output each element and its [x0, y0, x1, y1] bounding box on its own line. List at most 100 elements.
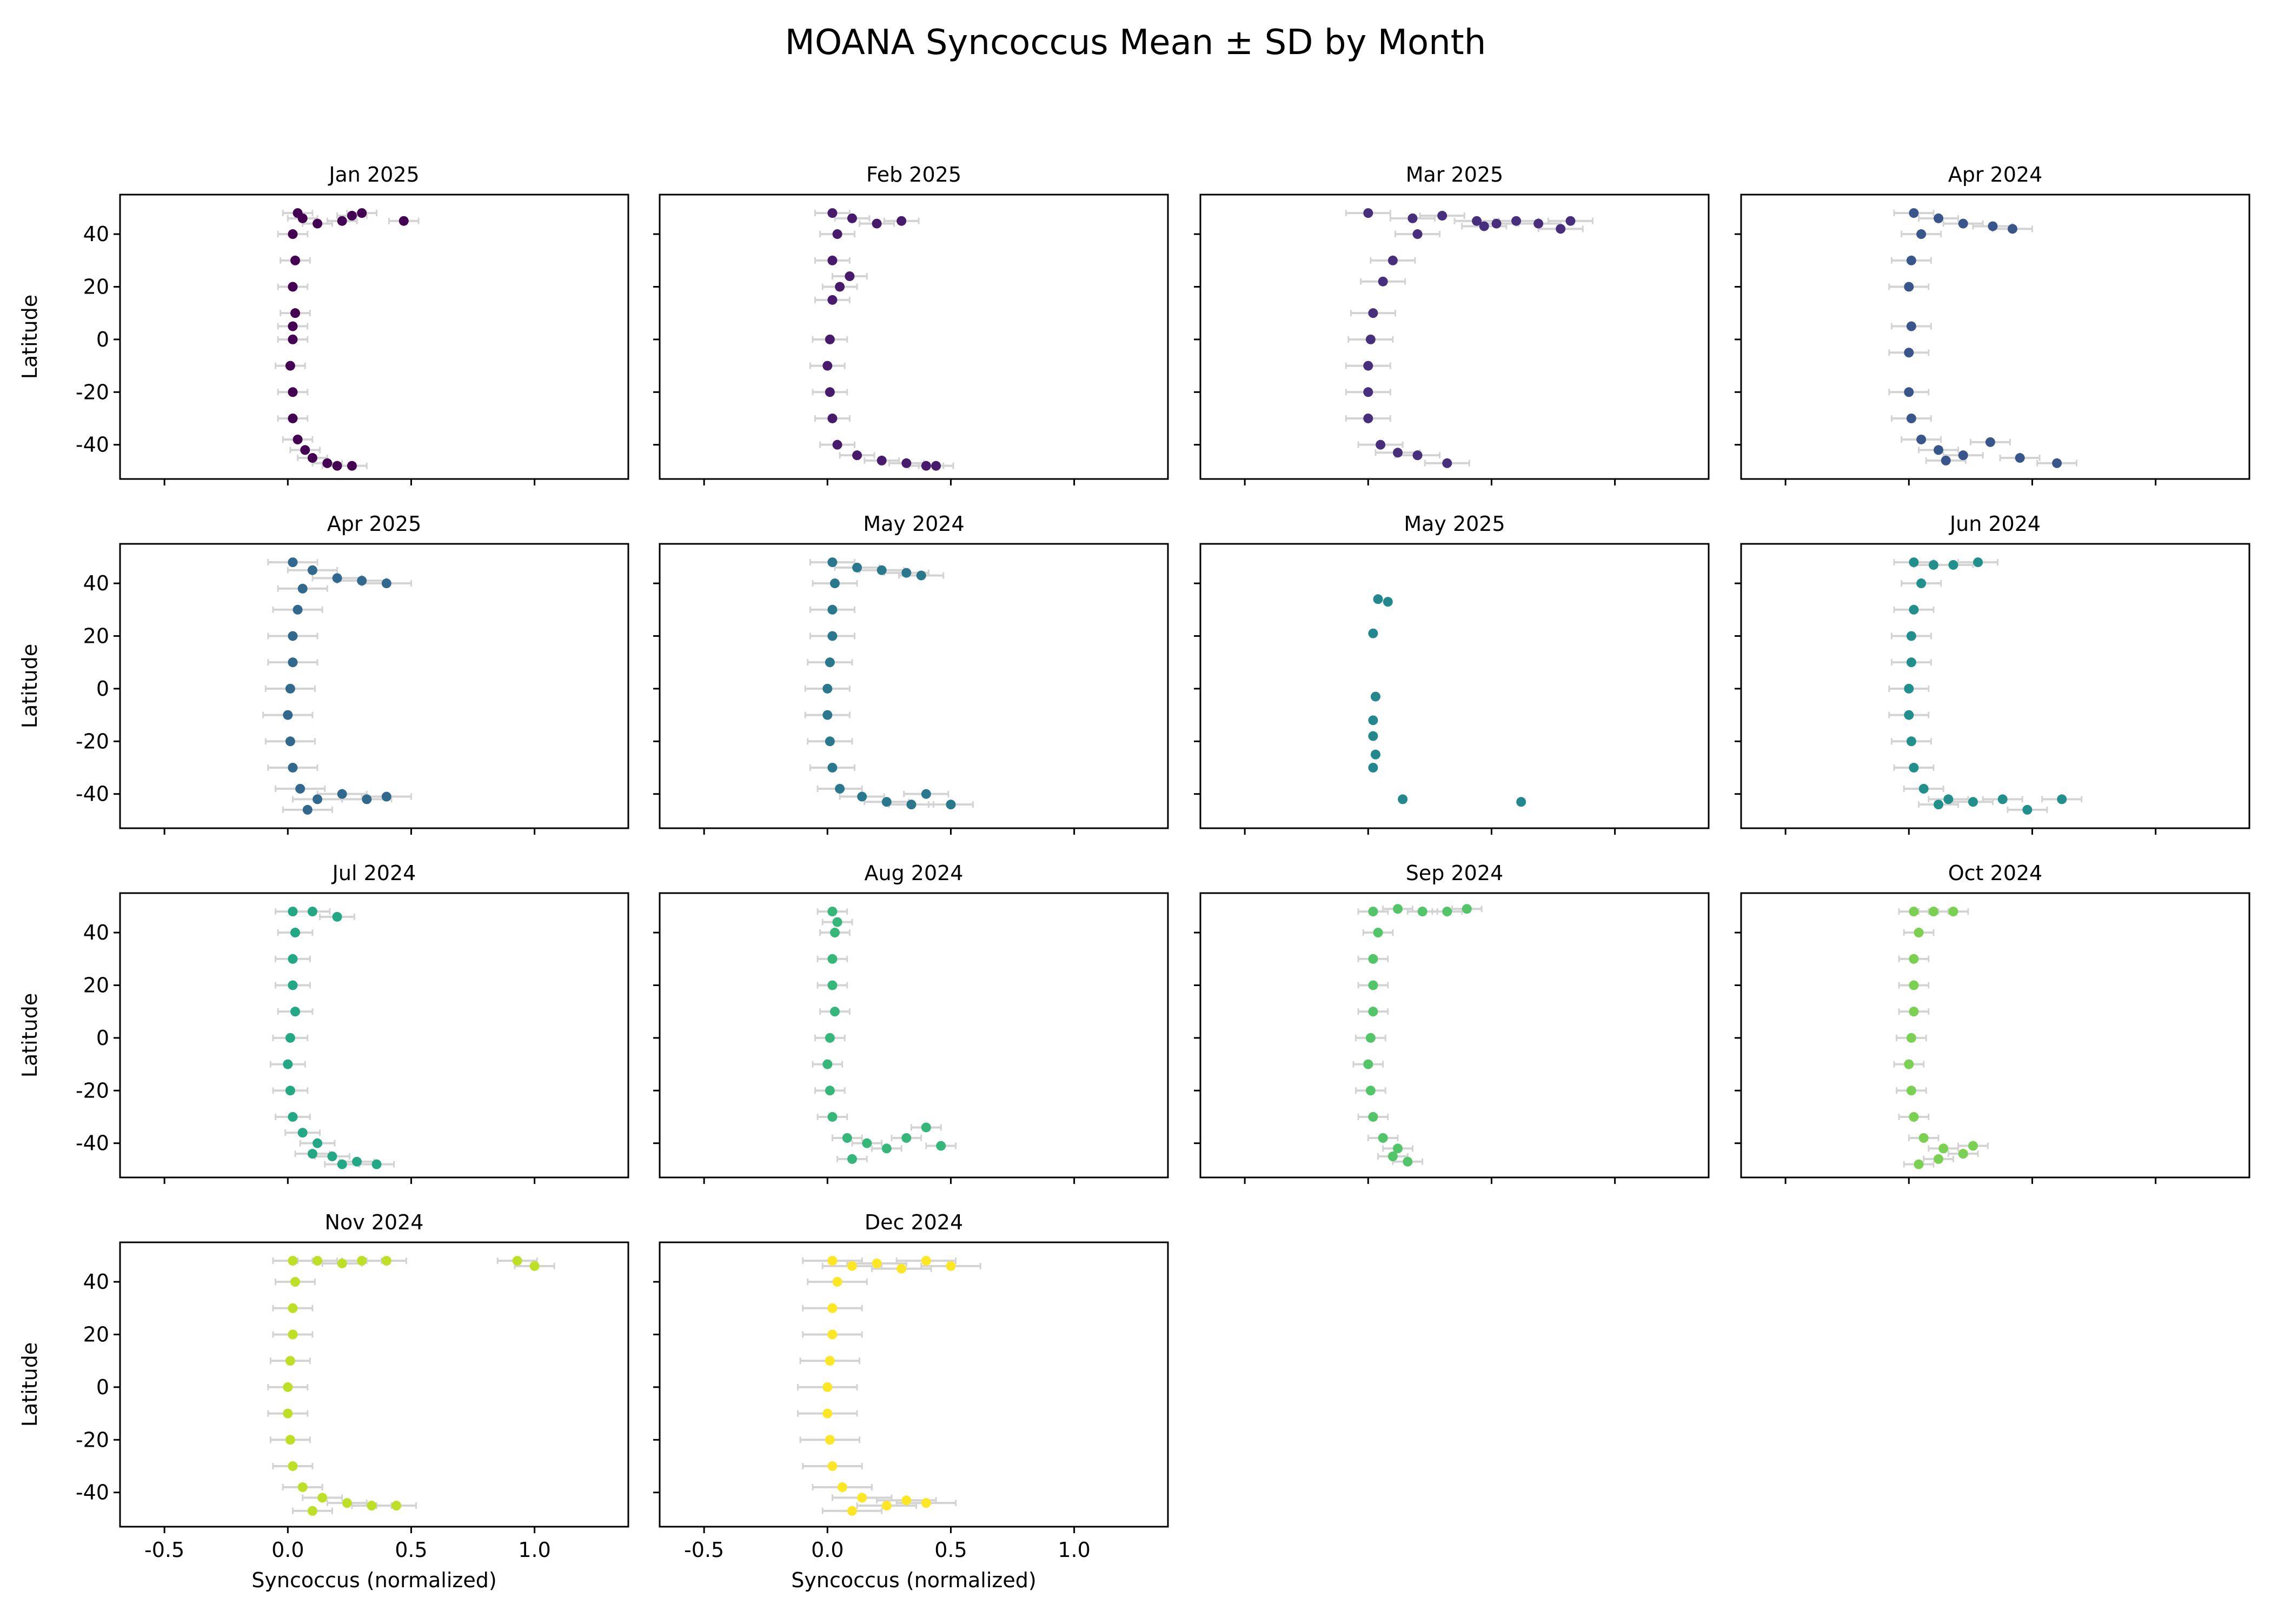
- data-point: [1909, 762, 1919, 773]
- data-point: [827, 1256, 838, 1266]
- y-tick-label: -20: [76, 1079, 109, 1102]
- data-point: [921, 1122, 931, 1133]
- data-point: [2057, 794, 2067, 804]
- y-tick-label: -40: [76, 782, 109, 806]
- panel-frame: [1199, 892, 1710, 1179]
- data-point: [332, 573, 342, 583]
- data-point: [288, 631, 298, 641]
- data-point: [936, 1141, 946, 1151]
- data-point: [1491, 218, 1502, 229]
- data-point: [827, 980, 838, 990]
- data-point: [1417, 907, 1427, 917]
- data-point: [827, 762, 838, 773]
- y-tick-label: 20: [83, 1322, 109, 1346]
- data-point: [1412, 229, 1423, 239]
- data-point: [1906, 321, 1916, 331]
- data-point: [946, 1261, 956, 1271]
- data-point: [288, 762, 298, 773]
- data-point: [1368, 1111, 1378, 1122]
- data-point: [357, 208, 367, 218]
- data-point: [1479, 221, 1489, 231]
- panel-14: Dec 2024 -0.5 0.0 0.5 1.0 Syncoccus (normaliz…: [653, 1210, 1169, 1592]
- data-point: [1403, 1156, 1413, 1167]
- panel-13: Nov 2024 -0.5 0.0 0.5 1.0 40 20 0 -20 -40 Latitude…: [18, 1210, 629, 1592]
- panel-frame: [659, 1241, 1169, 1528]
- y-tick-label: 0: [96, 1026, 109, 1050]
- data-point: [876, 455, 887, 465]
- data-point: [1516, 797, 1526, 807]
- data-point: [297, 1482, 308, 1492]
- data-point: [1365, 1086, 1376, 1096]
- data-point: [921, 1256, 931, 1266]
- data-point: [901, 1133, 912, 1143]
- panel-title: Jan 2025: [328, 163, 419, 187]
- data-point: [1904, 387, 1914, 397]
- data-point: [822, 1382, 833, 1392]
- data-point: [295, 783, 306, 794]
- data-point: [835, 783, 845, 794]
- data-point: [313, 794, 323, 804]
- data-point: [362, 794, 372, 804]
- data-point: [822, 1059, 833, 1069]
- data-point: [921, 1498, 931, 1508]
- y-axis-label: Latitude: [18, 993, 42, 1077]
- x-tick-label: -0.5: [144, 1538, 184, 1562]
- data-point: [352, 1156, 362, 1167]
- data-point: [1368, 731, 1378, 741]
- panel-title: Oct 2024: [1948, 861, 2043, 885]
- data-point: [825, 1435, 835, 1445]
- panel-title: May 2024: [863, 512, 964, 536]
- x-tick-label: 0.0: [271, 1538, 304, 1562]
- data-point: [1378, 1133, 1388, 1143]
- data-point: [1906, 413, 1916, 423]
- data-point: [288, 1303, 298, 1313]
- data-point: [297, 583, 308, 594]
- data-point: [307, 565, 317, 575]
- data-point: [857, 791, 867, 802]
- data-point: [381, 1256, 391, 1266]
- data-point: [1906, 631, 1916, 641]
- data-point: [1368, 980, 1378, 990]
- data-point: [842, 1133, 852, 1143]
- panel-title: Feb 2025: [866, 163, 961, 187]
- panel-title: Aug 2024: [865, 861, 964, 885]
- data-point: [307, 1149, 317, 1159]
- data-point: [1909, 980, 1919, 990]
- data-point: [827, 631, 838, 641]
- data-point: [391, 1501, 402, 1511]
- data-point: [1904, 348, 1914, 358]
- data-point: [1916, 229, 1927, 239]
- x-tick-label: 0.5: [934, 1538, 967, 1562]
- data-point: [901, 568, 912, 578]
- data-point: [1462, 904, 1472, 914]
- data-point: [288, 413, 298, 423]
- data-point: [1398, 794, 1408, 804]
- data-point: [872, 1258, 882, 1268]
- panel-frame: [659, 892, 1169, 1179]
- data-point: [342, 1498, 352, 1508]
- data-point: [827, 1303, 838, 1313]
- data-point: [1909, 557, 1919, 568]
- data-point: [1437, 210, 1447, 221]
- panel-title: Nov 2024: [325, 1210, 424, 1234]
- data-point: [2007, 224, 2017, 234]
- data-point: [1904, 710, 1914, 720]
- x-axis-label: Syncoccus (normalized): [791, 1568, 1036, 1592]
- data-point: [837, 1482, 847, 1492]
- data-point: [285, 361, 295, 371]
- data-point: [897, 1263, 907, 1274]
- data-point: [285, 1356, 295, 1366]
- data-point: [1363, 387, 1373, 397]
- data-point: [283, 1382, 293, 1392]
- y-tick-label: -20: [76, 1428, 109, 1452]
- data-point: [901, 1495, 912, 1506]
- data-point: [825, 334, 835, 344]
- data-point: [1393, 904, 1403, 914]
- data-point: [1909, 1111, 1919, 1122]
- data-point: [1407, 213, 1418, 223]
- data-point: [822, 361, 833, 371]
- data-point: [337, 789, 347, 799]
- y-tick-label: 0: [96, 677, 109, 701]
- data-point: [1365, 1033, 1376, 1043]
- data-point: [347, 210, 357, 221]
